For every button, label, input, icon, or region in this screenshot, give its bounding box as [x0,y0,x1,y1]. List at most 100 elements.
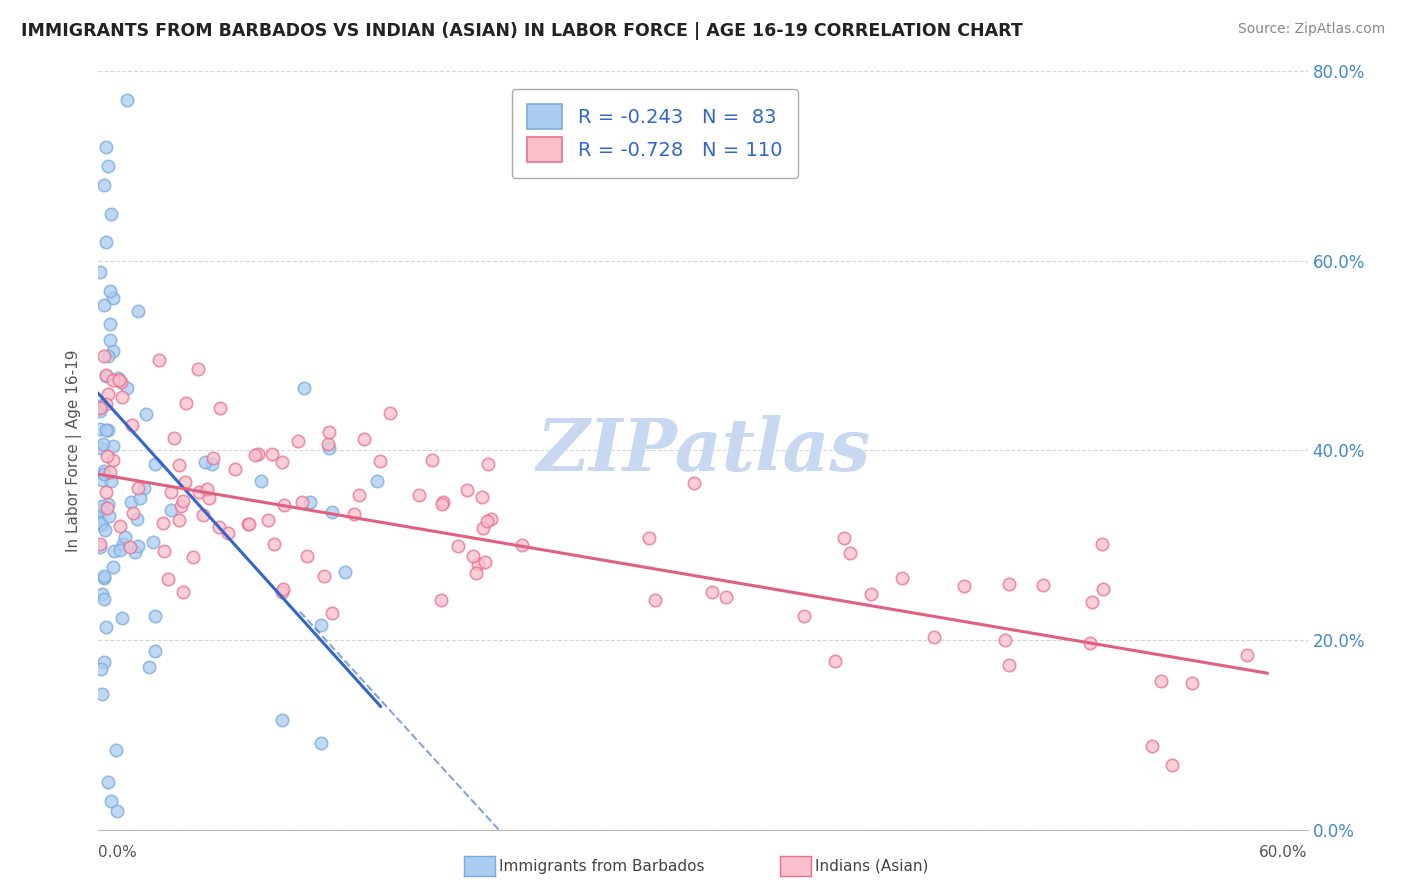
Point [114,530,136,544]
Point [1140,739,1163,753]
Point [256,513,278,527]
Point [100,474,122,488]
Point [142,534,165,549]
Point [475,514,498,528]
Point [101,453,124,467]
Point [464,566,486,580]
Point [994,633,1017,648]
Point [93,178,115,193]
Point [1161,757,1184,772]
Point [209,401,232,416]
Point [97,775,120,789]
Point [238,516,260,531]
Point [430,496,453,510]
Point [93,569,115,583]
Point [167,458,190,472]
Point [97,159,120,173]
Point [998,577,1021,591]
Point [91,500,114,514]
Text: IMMIGRANTS FROM BARBADOS VS INDIAN (ASIAN) IN LABOR FORCE | AGE 16-19 CORRELATIO: IMMIGRANTS FROM BARBADOS VS INDIAN (ASIA… [21,22,1022,40]
Point [91,587,114,601]
Point [273,498,295,512]
Point [198,491,221,506]
Point [342,507,364,521]
Point [318,437,340,451]
Point [333,565,356,579]
Point [89,502,111,516]
Point [127,481,149,495]
Point [90,663,112,677]
Point [471,490,494,504]
Point [202,450,225,465]
Point [128,491,150,505]
Point [295,549,318,563]
Point [173,494,195,508]
Point [174,396,197,410]
Point [120,495,142,509]
Point [122,506,145,520]
Point [89,422,111,436]
Point [152,516,174,530]
Point [312,569,335,583]
Point [93,467,115,481]
Point [170,499,193,513]
Point [270,455,292,469]
Point [89,536,111,550]
Point [101,438,124,452]
Point [94,368,117,383]
Point [103,343,125,358]
Point [201,457,224,471]
Point [97,498,120,512]
Point [287,434,309,449]
Point [90,442,112,456]
Point [321,606,343,620]
Point [96,140,118,154]
Point [890,571,912,585]
Point [430,593,453,607]
Point [479,512,502,526]
Point [112,536,135,550]
Point [89,401,111,415]
Point [1081,595,1104,609]
Point [162,431,184,445]
Point [93,349,115,363]
Point [103,544,125,558]
Point [832,531,855,545]
Point [152,544,174,558]
Point [644,593,666,607]
Point [420,452,443,467]
Point [96,349,118,363]
Point [124,545,146,559]
Point [714,590,737,604]
Point [138,660,160,674]
Point [467,557,489,571]
Point [90,517,112,532]
Point [217,526,239,541]
Point [98,317,121,331]
Point [120,540,142,554]
Point [148,352,170,367]
Point [160,485,183,500]
Point [1032,577,1054,591]
Point [91,398,114,412]
Point [682,475,704,490]
Point [270,585,292,599]
Point [108,543,131,558]
Point [132,481,155,495]
Text: ZIPatlas: ZIPatlas [536,415,870,486]
Point [101,560,124,574]
Text: 0.0%: 0.0% [98,845,138,860]
Point [105,804,128,818]
Point [110,375,132,389]
Point [292,381,315,395]
Point [121,418,143,433]
Point [1150,674,1173,689]
Point [89,265,111,279]
Point [187,361,209,376]
Legend: R = -0.243   N =  83, R = -0.728   N = 110: R = -0.243 N = 83, R = -0.728 N = 110 [512,88,797,178]
Point [298,495,321,509]
Point [159,503,181,517]
Point [93,297,115,311]
Point [97,423,120,437]
Point [953,579,976,593]
